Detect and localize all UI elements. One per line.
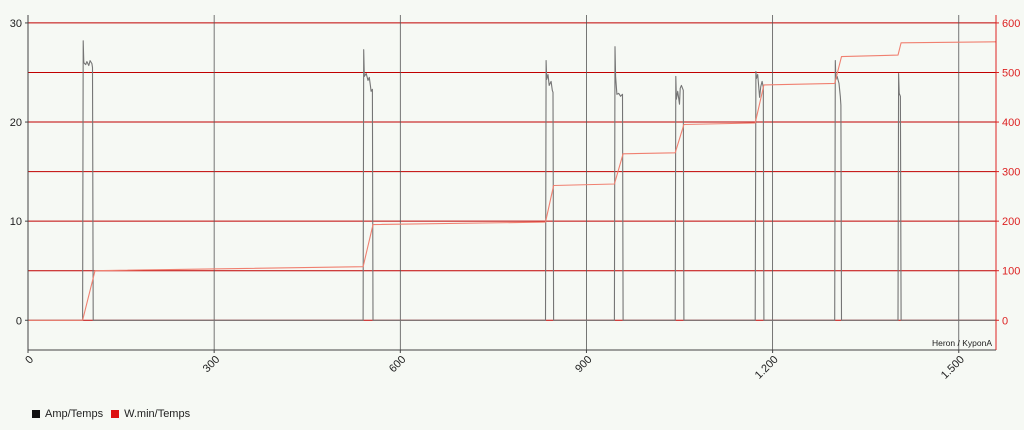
legend: Amp/Temps W.min/Temps: [32, 408, 190, 420]
y-right-tick-label-3: 300: [1002, 167, 1020, 179]
series-line-amp: [28, 40, 996, 321]
x-tick-label-4: 1.200: [753, 354, 781, 382]
legend-item-energy: W.min/Temps: [111, 408, 190, 420]
x-tick-label-3: 900: [573, 354, 594, 375]
y-right-tick-label-2: 200: [1002, 216, 1020, 228]
x-tick-label-5: 1.500: [939, 354, 967, 382]
y-left-tick-label-3: 30: [10, 18, 22, 30]
x-tick-label-2: 600: [387, 354, 408, 375]
legend-label-amp: Amp/Temps: [45, 408, 104, 420]
legend-swatch-energy: [111, 410, 120, 418]
y-left-tick-label-2: 20: [10, 117, 22, 129]
y-right-tick-label-1: 100: [1002, 266, 1020, 278]
legend-swatch-amp: [32, 410, 40, 418]
watermark: Heron / KyponA: [932, 338, 992, 348]
legend-item-amp: Amp/Temps: [32, 408, 103, 420]
x-tick-label-1: 300: [201, 354, 222, 375]
y-right-tick-label-5: 500: [1002, 67, 1020, 79]
y-right-tick-label-6: 600: [1002, 18, 1020, 30]
series-line-energy: [28, 41, 997, 321]
y-left-tick-label-1: 10: [10, 216, 22, 228]
y-left-tick-label-0: 0: [16, 315, 22, 327]
x-tick-label-0: 0: [23, 354, 36, 367]
y-right-tick-label-4: 400: [1002, 117, 1020, 129]
legend-label-energy: W.min/Temps: [124, 408, 191, 420]
y-right-tick-label-0: 0: [1002, 315, 1008, 327]
